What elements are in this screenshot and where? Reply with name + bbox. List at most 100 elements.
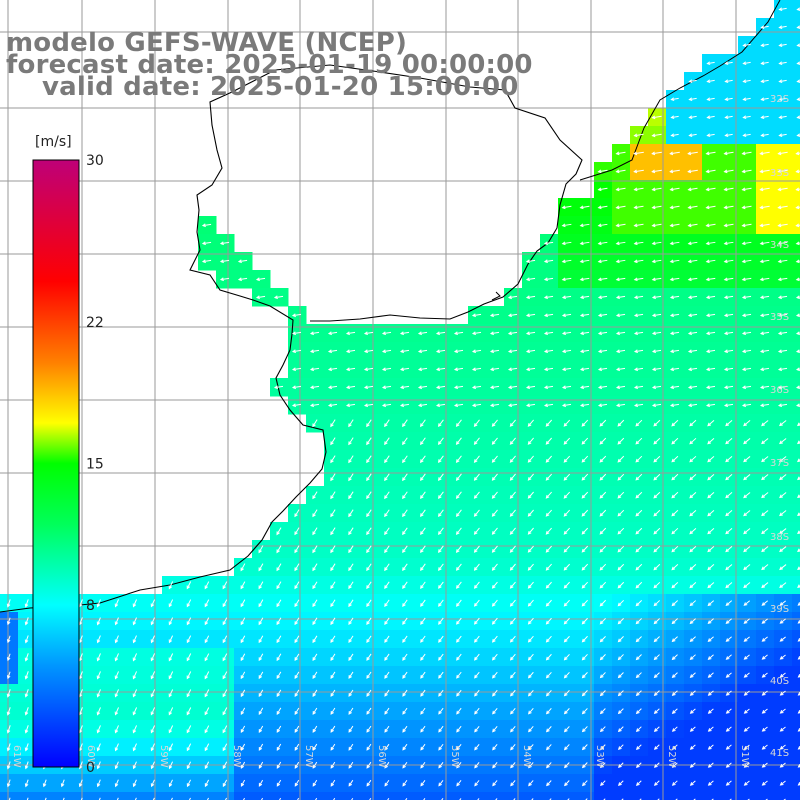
wind-arrow [725, 636, 732, 642]
wind-arrow-shaft [276, 743, 282, 751]
wind-speed-cell [414, 792, 433, 800]
wind-arrow-shaft [724, 223, 734, 227]
wind-arrow [725, 672, 732, 678]
wind-speed-cell [756, 792, 775, 800]
wind-arrow [438, 707, 444, 715]
wind-arrow [723, 349, 734, 354]
wind-arrow-head [707, 512, 712, 517]
wind-arrow-shaft [472, 349, 482, 353]
wind-arrow-shaft [580, 403, 590, 407]
colorbar-tick-label: 30 [86, 153, 104, 169]
wind-arrow-shaft [743, 492, 751, 498]
wind-arrow [330, 563, 336, 572]
wind-arrow-shaft [618, 762, 624, 768]
wind-arrow-head [527, 440, 532, 445]
wind-arrow-shaft [634, 385, 644, 389]
wind-arrow [671, 473, 679, 481]
wind-arrow [742, 133, 751, 138]
wind-arrow-head [706, 97, 711, 102]
wind-arrow-shaft [423, 798, 426, 800]
wind-arrow-head [381, 331, 386, 336]
wind-arrow-head [420, 692, 424, 697]
wind-arrow-head [581, 638, 586, 643]
wind-arrow [635, 690, 642, 697]
wind-arrow [759, 385, 770, 390]
wind-arrow-shaft [779, 61, 787, 65]
wind-arrow-shaft [581, 509, 589, 517]
wind-arrow-head [455, 423, 460, 428]
wind-arrow-head [330, 567, 334, 572]
wind-arrow-shaft [222, 689, 228, 697]
wind-arrow-shaft [706, 385, 716, 389]
wind-arrow-shaft [346, 385, 356, 389]
wind-arrow-head [471, 349, 476, 354]
wind-arrow [438, 635, 444, 643]
wind-arrow-head [330, 782, 335, 787]
wind-arrow-shaft [582, 690, 588, 696]
wind-arrow-head [455, 567, 460, 571]
wind-arrow-shaft [618, 654, 624, 660]
wind-arrow [437, 527, 444, 535]
wind-arrow-shaft [598, 169, 608, 173]
wind-arrow [797, 692, 800, 696]
wind-arrow-head [489, 349, 494, 354]
wind-arrow-head [777, 223, 782, 228]
wind-arrow-shaft [706, 169, 716, 173]
wind-arrow [492, 780, 498, 787]
wind-arrow-shaft [742, 313, 752, 317]
wind-arrow-shaft [510, 419, 516, 427]
wind-arrow [528, 780, 534, 787]
wind-arrow-head [707, 638, 712, 642]
wind-arrow [420, 707, 426, 715]
wind-arrow-shaft [742, 259, 752, 263]
wind-arrow-head [204, 603, 209, 608]
wind-arrow-head [759, 277, 764, 282]
wind-arrow-shaft [634, 151, 644, 155]
wind-arrow-shaft [312, 509, 318, 517]
wind-arrow-shaft [598, 385, 608, 389]
wind-arrow-head [348, 675, 352, 679]
wind-arrow [795, 277, 800, 282]
wind-arrow [687, 295, 698, 300]
wind-arrow [563, 491, 571, 499]
wind-speed-cell [792, 414, 800, 433]
wind-arrow-head [761, 566, 766, 571]
wind-arrow-shaft [635, 473, 643, 481]
wind-arrow [312, 563, 318, 572]
wind-arrow-head [741, 385, 747, 390]
wind-arrow [258, 779, 264, 787]
wind-arrow [707, 618, 714, 625]
wind-arrow-shaft [670, 313, 680, 317]
wind-arrow-head [114, 747, 119, 752]
wind-arrow-shaft [724, 259, 734, 263]
wind-arrow-shaft [546, 617, 552, 625]
wind-arrow-head [348, 549, 352, 554]
wind-arrow-shaft [510, 726, 516, 732]
wind-arrow-head [438, 710, 442, 715]
wind-arrow [276, 725, 282, 733]
wind-arrow-shaft [438, 437, 444, 445]
wind-arrow-head [671, 728, 676, 732]
wind-arrow-shaft [492, 563, 498, 571]
wind-arrow-head [796, 25, 800, 30]
wind-arrow-shaft [617, 527, 625, 535]
wind-arrow-shaft [490, 331, 500, 335]
wind-arrow-head [651, 367, 656, 372]
wind-arrow-shaft [546, 762, 552, 768]
wind-arrow-head [222, 693, 226, 698]
wind-arrow-head [689, 602, 694, 607]
wind-arrow-head [456, 620, 460, 625]
wind-arrow-head [653, 674, 658, 679]
wind-arrow-shaft [222, 707, 228, 715]
wind-arrow-shaft [402, 653, 408, 661]
wind-arrow-shaft [600, 690, 606, 696]
wind-arrow-shaft [402, 779, 408, 787]
wind-arrow-shaft [330, 617, 336, 625]
wind-arrow-shaft [778, 169, 788, 173]
wind-arrow-shaft [400, 403, 410, 407]
wind-arrow-shaft [778, 349, 788, 353]
wind-arrow-shaft [670, 331, 680, 335]
wind-arrow [687, 367, 698, 372]
wind-arrow-shaft [168, 707, 174, 715]
